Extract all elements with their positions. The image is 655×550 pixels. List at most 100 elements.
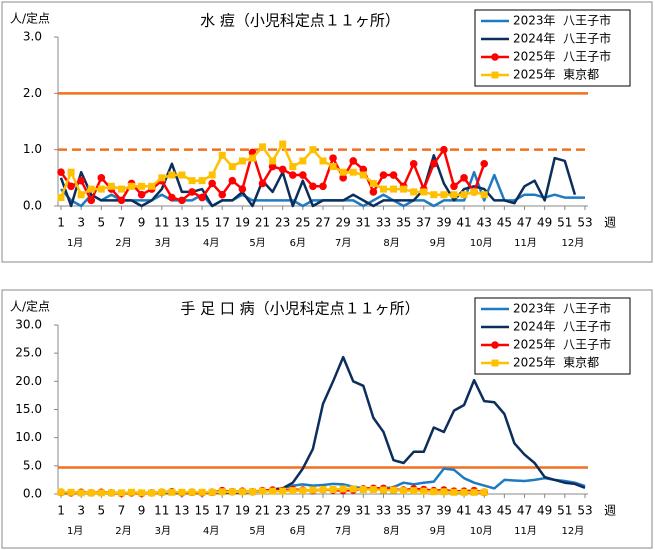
marker (67, 488, 75, 496)
marker (178, 171, 186, 179)
marker (57, 168, 65, 176)
marker (329, 485, 337, 493)
x-tick-label: 45 (497, 216, 512, 230)
x-tick-label: 53 (577, 216, 592, 230)
marker (470, 188, 478, 196)
legend-label: 2024年 八王子市 (513, 319, 611, 334)
x-tick-label: 35 (396, 504, 411, 518)
y-tick-label: 30.0 (15, 318, 42, 332)
x-tick-label: 23 (275, 504, 290, 518)
x-tick-label: 25 (295, 504, 310, 518)
x-tick-label: 21 (255, 216, 270, 230)
x-tick-label: 11 (154, 216, 169, 230)
y-axis-label: 人/定点 (10, 11, 50, 26)
marker (138, 489, 146, 497)
y-tick-label: 3.0 (23, 30, 42, 44)
marker (279, 487, 287, 495)
month-label: 8月 (383, 237, 399, 249)
marker (218, 151, 226, 159)
month-label: 1月 (67, 525, 83, 537)
marker (97, 174, 106, 182)
marker (460, 174, 468, 182)
marker (470, 488, 478, 496)
legend-box (474, 9, 631, 87)
x-tick-label: 41 (456, 216, 471, 230)
y-tick-label: 1.0 (23, 142, 42, 156)
marker (128, 182, 136, 190)
marker (168, 488, 176, 496)
x-tick-label: 29 (336, 216, 351, 230)
x-tick-label: 15 (194, 216, 209, 230)
month-label: 9月 (430, 237, 446, 249)
y-tick-label: 10.0 (15, 430, 42, 444)
month-label: 12月 (562, 525, 585, 537)
month-label: 3月 (155, 525, 171, 537)
x-tick-label: 43 (477, 504, 492, 518)
x-tick-label: 41 (456, 504, 471, 518)
marker (319, 485, 327, 493)
marker (349, 157, 358, 165)
x-tick-label: 17 (215, 216, 230, 230)
x-tick-label: 1 (57, 504, 65, 518)
marker (228, 176, 237, 185)
marker (67, 182, 75, 191)
x-tick-label: 17 (215, 504, 230, 518)
x-tick-label: 39 (436, 504, 451, 518)
x-tick-label: 21 (255, 504, 270, 518)
month-label: 4月 (203, 237, 219, 249)
x-tick-label: 27 (315, 216, 330, 230)
marker (148, 182, 156, 190)
marker (208, 171, 216, 179)
x-tick-label: 37 (416, 504, 431, 518)
series-line (59, 154, 577, 208)
legend-marker (491, 53, 499, 61)
marker (389, 171, 398, 179)
marker (400, 487, 408, 495)
month-label: 11月 (514, 525, 537, 537)
marker (168, 171, 176, 179)
marker (87, 196, 96, 205)
month-label: 3月 (155, 237, 171, 249)
marker (460, 488, 468, 496)
x-tick-label: 5 (98, 504, 106, 518)
marker (278, 165, 287, 174)
x-tick-label: 11 (154, 504, 169, 518)
marker (420, 487, 428, 495)
marker (329, 163, 337, 171)
marker (299, 487, 307, 495)
x-tick-label: 47 (517, 504, 532, 518)
marker (269, 487, 277, 495)
marker (369, 485, 377, 493)
marker (369, 188, 378, 196)
x-tick-label: 7 (118, 216, 126, 230)
marker (359, 165, 368, 174)
x-tick-label: 43 (477, 216, 492, 230)
month-label: 10月 (470, 237, 493, 249)
x-tick-label: 29 (336, 504, 351, 518)
marker (198, 193, 206, 202)
marker (319, 157, 327, 165)
marker (248, 488, 256, 496)
marker (480, 159, 489, 168)
legend-label: 2023年 八王子市 (513, 301, 611, 316)
x-tick-label: 13 (174, 504, 189, 518)
marker (138, 182, 146, 190)
marker (349, 168, 357, 176)
marker (420, 188, 428, 196)
marker (168, 193, 176, 202)
x-tick-label: 25 (295, 216, 310, 230)
marker (158, 488, 166, 496)
marker (57, 194, 65, 202)
x-tick-label: 15 (194, 504, 209, 518)
legend-label: 2025年 東京都 (513, 356, 599, 370)
marker (379, 171, 388, 179)
x-tick-label: 33 (376, 504, 391, 518)
marker (450, 488, 458, 496)
month-label: 2月 (115, 237, 131, 249)
legend-label: 2025年 八王子市 (513, 337, 611, 352)
marker (107, 182, 115, 190)
x-tick-label: 9 (138, 504, 146, 518)
legend-label: 2025年 八王子市 (513, 49, 611, 64)
x-tick-label: 5 (98, 216, 106, 230)
